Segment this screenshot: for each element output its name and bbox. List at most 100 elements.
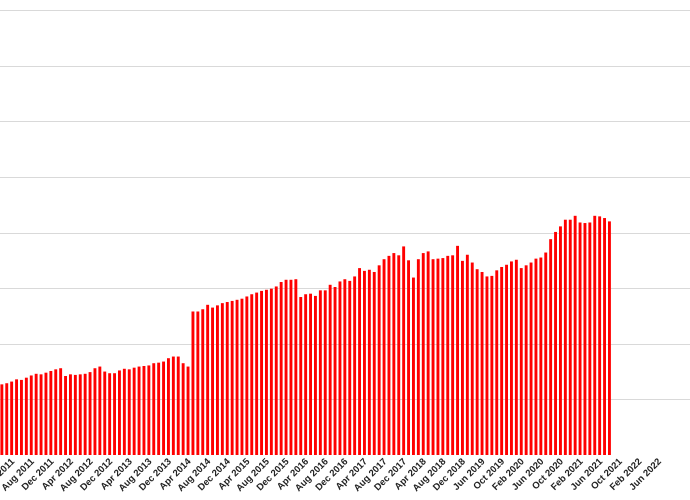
bar-45: [220, 303, 224, 455]
bar-99: [485, 276, 489, 455]
bar-76: [372, 271, 376, 455]
bar-55: [269, 288, 273, 455]
bar-83: [407, 260, 410, 455]
bar-56: [274, 286, 278, 455]
bars: [0, 215, 611, 456]
bar-44: [216, 305, 219, 455]
bar-86: [421, 253, 425, 455]
bar-9: [44, 372, 48, 455]
bar-89: [436, 258, 440, 455]
bar-90: [441, 258, 445, 455]
bar-96: [470, 262, 474, 455]
bar-84: [412, 277, 415, 455]
bar-93: [456, 245, 459, 455]
bar-30: [147, 365, 151, 455]
bar-120: [588, 222, 592, 455]
bar-59: [289, 279, 293, 455]
bar-14: [69, 374, 72, 455]
bar-67: [328, 284, 332, 455]
bar-91: [446, 255, 450, 455]
bar-36: [176, 356, 180, 455]
bar-61: [299, 297, 303, 455]
bar-29: [142, 366, 146, 455]
bar-104: [510, 261, 513, 455]
bar-17: [83, 373, 87, 455]
bar-40: [196, 311, 200, 455]
bar-16: [78, 374, 82, 455]
bar-50: [245, 296, 249, 455]
bar-113: [554, 231, 557, 455]
bar-12: [59, 368, 63, 455]
bar-26: [127, 369, 131, 455]
bar-4: [20, 379, 23, 455]
bar-18: [88, 372, 92, 455]
bar-111: [544, 252, 548, 455]
bar-28: [137, 366, 141, 455]
bar-57: [279, 282, 283, 455]
bar-34: [167, 358, 170, 455]
bar-78: [382, 259, 386, 455]
bar-65: [318, 290, 322, 455]
bar-81: [397, 255, 401, 455]
bar-52: [255, 292, 259, 455]
bar-68: [333, 287, 337, 455]
bar-101: [495, 270, 499, 455]
bar-6: [29, 375, 33, 455]
bar-11: [54, 369, 58, 455]
bar-108: [529, 262, 533, 455]
bar-22: [108, 373, 112, 455]
bar-60: [294, 279, 298, 455]
bar-105: [514, 259, 518, 455]
bar-117: [573, 215, 577, 455]
bar-62: [304, 294, 308, 455]
bar-33: [162, 361, 165, 455]
bar-15: [73, 374, 77, 455]
bar-1: [5, 383, 9, 455]
bar-63: [309, 293, 312, 455]
bar-41: [201, 309, 205, 455]
bar-110: [539, 257, 543, 455]
bar-35: [171, 356, 175, 455]
bar-47: [230, 300, 234, 455]
bar-42: [206, 304, 210, 455]
bar-121: [593, 215, 597, 455]
bar-88: [431, 259, 435, 455]
bar-100: [490, 275, 494, 455]
bar-97: [475, 269, 479, 455]
bar-75: [367, 269, 371, 455]
bar-103: [505, 264, 508, 455]
bar-102: [500, 266, 504, 455]
bar-49: [240, 298, 244, 455]
bar-7: [34, 373, 38, 455]
bar-98: [480, 271, 484, 455]
bar-21: [103, 371, 107, 455]
bar-5: [24, 377, 28, 455]
bar-32: [157, 362, 161, 455]
bar-80: [392, 253, 396, 455]
bar-43: [211, 307, 214, 455]
bar-124: [608, 221, 611, 456]
bar-10: [49, 371, 53, 455]
bar-72: [353, 276, 357, 455]
bar-19: [93, 368, 97, 455]
bar-27: [132, 367, 136, 455]
bar-54: [265, 289, 268, 455]
bar-109: [534, 258, 538, 455]
bar-95: [465, 254, 469, 455]
bar-58: [284, 279, 288, 455]
bar-92: [451, 255, 455, 455]
bar-85: [416, 259, 420, 455]
bar-31: [152, 363, 156, 455]
bar-39: [191, 311, 195, 455]
bar-0: [0, 384, 4, 455]
bar-94: [461, 260, 464, 455]
bar-38: [186, 366, 190, 455]
bar-3: [15, 379, 18, 455]
bar-118: [578, 222, 582, 455]
bar-116: [568, 219, 572, 455]
bar-25: [122, 368, 126, 455]
bar-24: [118, 370, 121, 455]
bar-77: [377, 265, 381, 455]
